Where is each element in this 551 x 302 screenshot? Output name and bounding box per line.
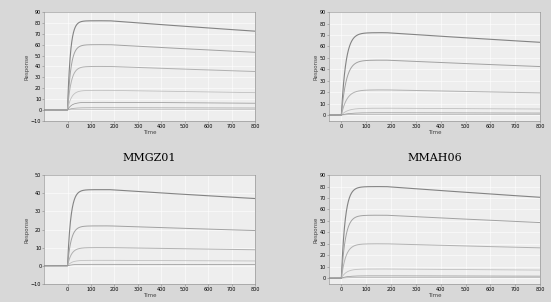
Text: MMGZ01: MMGZ01 [123, 153, 176, 163]
Y-axis label: Response: Response [25, 53, 30, 80]
X-axis label: Time: Time [428, 130, 441, 135]
X-axis label: Time: Time [143, 293, 156, 298]
Y-axis label: Response: Response [25, 216, 30, 243]
Y-axis label: Response: Response [314, 53, 318, 80]
X-axis label: Time: Time [143, 130, 156, 135]
X-axis label: Time: Time [428, 293, 441, 298]
Y-axis label: Response: Response [314, 216, 318, 243]
Text: MMAH06: MMAH06 [407, 153, 462, 163]
